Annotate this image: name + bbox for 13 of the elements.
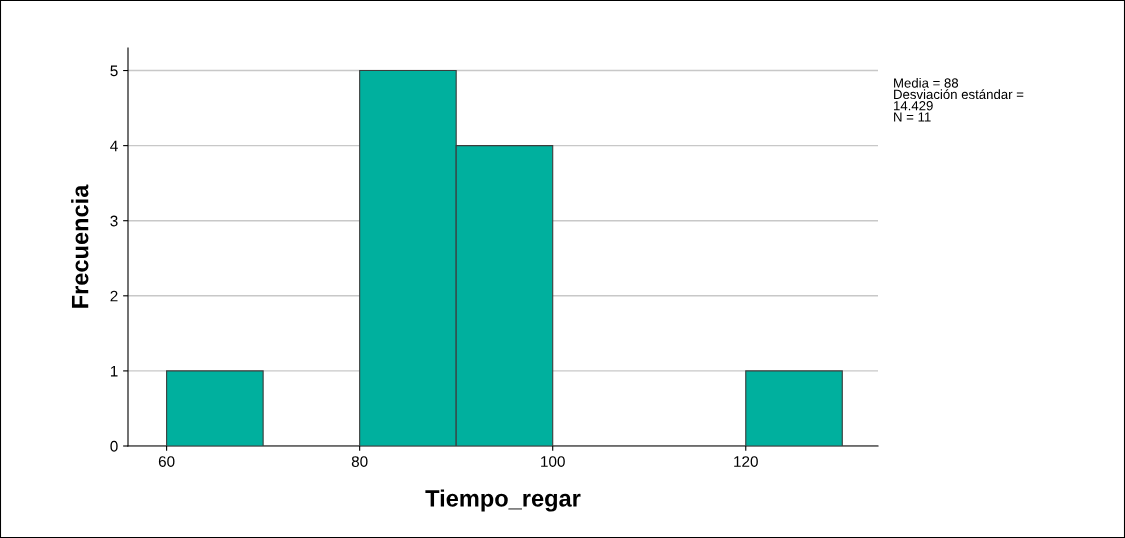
y-tick-label: 2 — [110, 290, 118, 302]
text: Media = 88 Desviación estándar = 14.429 N = 11 — [894, 78, 1024, 122]
x-tick-label: 100 — [541, 456, 565, 467]
x-tick-label: 120 — [734, 456, 758, 467]
y-axis-title: Frecuencia — [71, 184, 89, 308]
y-tick-label: 5 — [110, 65, 118, 77]
y-tick-label: 4 — [110, 140, 118, 152]
x-tick-label: 60 — [158, 456, 175, 467]
x-axis-title: Tiempo_regar — [425, 489, 581, 512]
y-tick-label: 1 — [110, 365, 118, 377]
x-tick-label: 80 — [351, 456, 368, 467]
y-tick-label: 0 — [110, 440, 118, 452]
y-tick-label: 3 — [110, 215, 118, 227]
